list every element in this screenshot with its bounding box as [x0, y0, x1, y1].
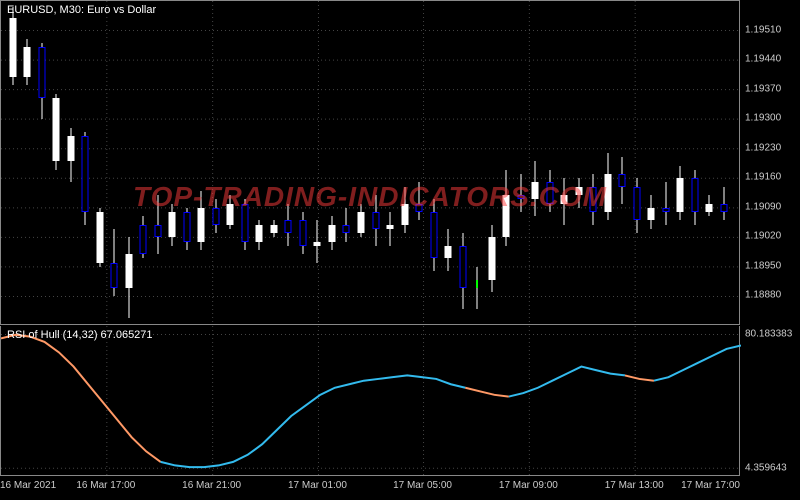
x-axis-label: 17 Mar 09:00: [499, 480, 558, 491]
candle: [240, 1, 249, 326]
candle: [589, 1, 598, 326]
candle: [95, 1, 104, 326]
indicator-line: [509, 367, 625, 397]
candle: [415, 1, 424, 326]
price-y-label: 1.19440: [745, 54, 781, 65]
indicator-svg: [1, 326, 741, 476]
price-y-label: 1.18880: [745, 290, 781, 301]
x-axis-label: 17 Mar 13:00: [605, 480, 664, 491]
price-y-label: 1.19020: [745, 231, 781, 242]
candle: [545, 1, 554, 326]
price-y-label: 1.19370: [745, 83, 781, 94]
candle: [226, 1, 235, 326]
price-y-axis: 1.19510 1.19440 1.19370 1.19300 1.19230 1.191…: [740, 0, 800, 325]
candle: [327, 1, 336, 326]
candle: [313, 1, 322, 326]
candle: [110, 1, 119, 326]
candle: [719, 1, 728, 326]
candle: [487, 1, 496, 326]
price-y-label: 1.19230: [745, 142, 781, 153]
chart-container: EURUSD, M30: Euro vs Dollar TOP-TRADING-…: [0, 0, 800, 500]
candle: [168, 1, 177, 326]
indicator-y-label: 80.183383: [745, 329, 792, 340]
candle: [81, 1, 90, 326]
candle: [400, 1, 409, 326]
price-y-label: 1.19090: [745, 201, 781, 212]
indicator-line: [1, 335, 161, 462]
candle: [37, 1, 46, 326]
candle: [705, 1, 714, 326]
price-chart-pane[interactable]: EURUSD, M30: Euro vs Dollar TOP-TRADING-…: [0, 0, 740, 325]
candle: [676, 1, 685, 326]
x-axis-label: 16 Mar 17:00: [76, 480, 135, 491]
candle: [342, 1, 351, 326]
candle: [8, 1, 17, 326]
indicator-line: [625, 375, 654, 380]
candle: [66, 1, 75, 326]
indicator-pane[interactable]: RSI of Hull (14,32) 67.065271: [0, 326, 740, 476]
candle: [574, 1, 583, 326]
candle: [444, 1, 453, 326]
x-axis-label: 16 Mar 2021: [0, 480, 56, 491]
candle: [182, 1, 191, 326]
indicator-y-label: 4.359643: [745, 463, 787, 474]
time-x-axis: 16 Mar 2021 16 Mar 17:00 16 Mar 21:00 17 Ma…: [0, 478, 800, 500]
candle: [124, 1, 133, 326]
candle: [531, 1, 540, 326]
x-axis-label: 17 Mar 01:00: [288, 480, 347, 491]
candle: [603, 1, 612, 326]
candle: [139, 1, 148, 326]
candle: [473, 1, 482, 326]
candle: [197, 1, 206, 326]
price-y-label: 1.18950: [745, 260, 781, 271]
candle: [661, 1, 670, 326]
candle: [211, 1, 220, 326]
x-axis-label: 16 Mar 21:00: [182, 480, 241, 491]
candle: [560, 1, 569, 326]
candle: [458, 1, 467, 326]
candle: [371, 1, 380, 326]
candle: [52, 1, 61, 326]
candle: [386, 1, 395, 326]
price-y-label: 1.19300: [745, 113, 781, 124]
candle: [690, 1, 699, 326]
candle: [284, 1, 293, 326]
indicator-y-axis: 80.183383 4.359643: [740, 326, 800, 476]
candle: [269, 1, 278, 326]
price-y-label: 1.19510: [745, 24, 781, 35]
candle: [647, 1, 656, 326]
x-axis-label: 17 Mar 17:00: [681, 480, 740, 491]
indicator-line: [654, 345, 741, 380]
candle: [298, 1, 307, 326]
candle: [429, 1, 438, 326]
candle: [502, 1, 511, 326]
candle: [618, 1, 627, 326]
indicator-line: [161, 375, 466, 467]
indicator-title: RSI of Hull (14,32) 67.065271: [7, 329, 153, 341]
price-y-label: 1.19160: [745, 172, 781, 183]
candle: [255, 1, 264, 326]
candle: [23, 1, 32, 326]
chart-title: EURUSD, M30: Euro vs Dollar: [7, 4, 156, 16]
candle: [153, 1, 162, 326]
x-axis-label: 17 Mar 05:00: [393, 480, 452, 491]
indicator-line: [465, 388, 509, 397]
candle: [356, 1, 365, 326]
candle: [632, 1, 641, 326]
candle: [516, 1, 525, 326]
candlestick-area: [1, 1, 741, 326]
